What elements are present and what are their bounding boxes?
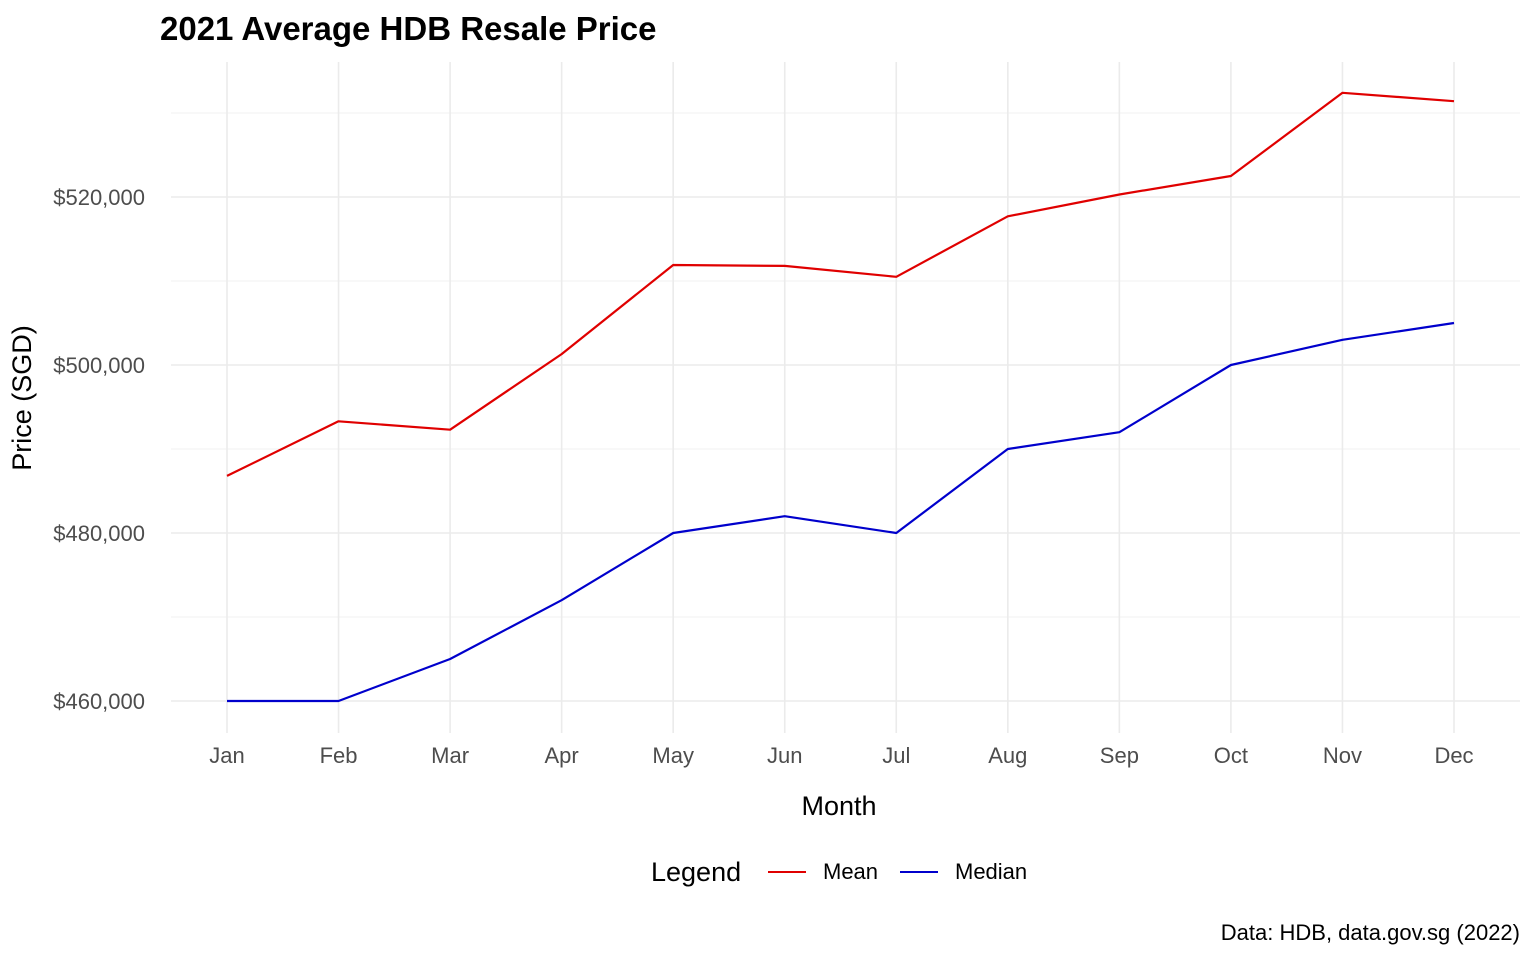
- x-tick-label: Jan: [209, 743, 244, 768]
- series-lines: [226, 91, 1455, 703]
- x-tick-label: Feb: [320, 743, 358, 768]
- legend-label-mean: Mean: [823, 859, 878, 884]
- legend-label-median: Median: [955, 859, 1027, 884]
- x-tick-label: Jun: [767, 743, 802, 768]
- x-tick-label: Aug: [988, 743, 1027, 768]
- grid: [171, 62, 1520, 733]
- y-tick-label: $500,000: [53, 353, 145, 378]
- y-tick-label: $460,000: [53, 689, 145, 714]
- y-tick-label: $520,000: [53, 185, 145, 210]
- y-tick-label: $480,000: [53, 521, 145, 546]
- x-axis-ticks: Jan Feb Mar Apr May Jun Jul Aug Sep Oct Nov Dec: [209, 743, 1473, 768]
- y-axis-ticks: $460,000 $480,000 $500,000 $520,000: [53, 185, 145, 714]
- x-tick-label: Sep: [1100, 743, 1139, 768]
- x-tick-label: Apr: [545, 743, 579, 768]
- series-line-median: [227, 321, 1455, 703]
- x-tick-label: Mar: [431, 743, 469, 768]
- x-tick-label: Nov: [1323, 743, 1362, 768]
- x-tick-label: May: [652, 743, 694, 768]
- x-tick-label: Jul: [882, 743, 910, 768]
- y-axis-title: Price (SGD): [7, 325, 37, 471]
- x-tick-label: Oct: [1214, 743, 1248, 768]
- x-axis-title: Month: [801, 791, 876, 821]
- chart-title: 2021 Average HDB Resale Price: [160, 10, 657, 47]
- x-tick-label: Dec: [1434, 743, 1473, 768]
- series-line-mean: [226, 91, 1455, 477]
- caption: Data: HDB, data.gov.sg (2022): [1221, 920, 1520, 945]
- legend: Legend Mean Median: [651, 857, 1027, 887]
- legend-title: Legend: [651, 857, 741, 887]
